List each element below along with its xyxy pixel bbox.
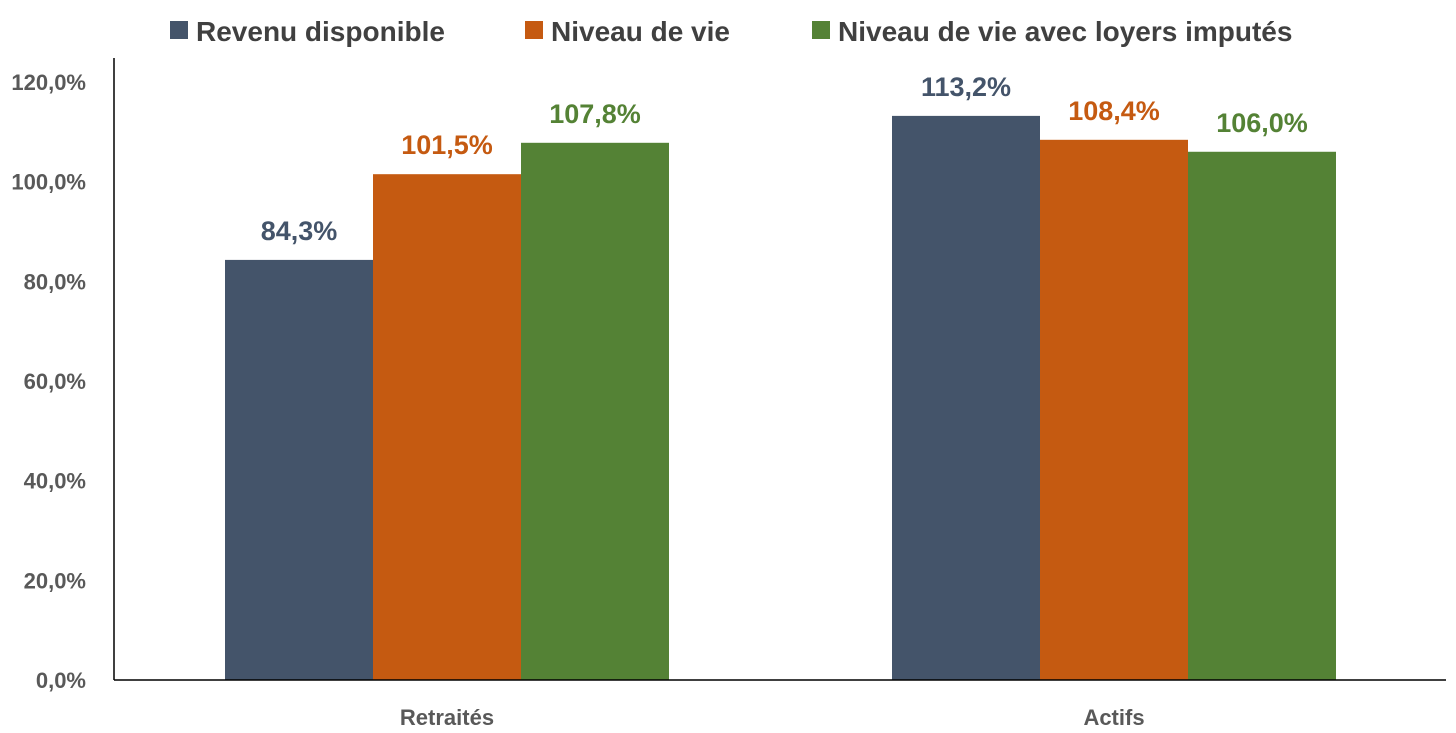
legend-swatch — [812, 21, 830, 39]
y-tick-label: 120,0% — [11, 70, 86, 95]
legend: Revenu disponible Niveau de vie Niveau de … — [170, 16, 1292, 47]
legend-label: Revenu disponible — [196, 16, 445, 47]
y-tick-label: 0,0% — [36, 668, 86, 693]
x-tick-label: Retraités — [400, 705, 494, 730]
bar — [892, 115, 1040, 681]
bar — [521, 142, 669, 681]
y-tick-label: 40,0% — [24, 469, 86, 494]
legend-swatch — [525, 21, 543, 39]
x-tick-label: Actifs — [1083, 705, 1144, 730]
y-tick-label: 100,0% — [11, 170, 86, 195]
data-label: 84,3% — [261, 216, 338, 246]
data-label: 106,0% — [1216, 108, 1308, 138]
legend-label: Niveau de vie avec loyers imputés — [838, 16, 1292, 47]
bar — [373, 174, 521, 681]
y-tick-label: 60,0% — [24, 369, 86, 394]
data-label: 101,5% — [401, 130, 493, 160]
data-label: 108,4% — [1068, 96, 1160, 126]
y-axis: 0,0% 20,0% 40,0% 60,0% 80,0% 100,0% 120,0% — [11, 58, 115, 693]
bar — [1040, 139, 1188, 681]
data-label: 107,8% — [549, 99, 641, 129]
bar — [1188, 151, 1336, 680]
bar — [225, 259, 373, 680]
y-tick-label: 20,0% — [24, 568, 86, 593]
bars — [225, 115, 1336, 681]
x-axis: Retraités Actifs — [114, 679, 1446, 730]
data-labels: 84,3% 113,2% 101,5% 108,4% 107,8% 106,0% — [261, 72, 1308, 246]
y-tick-label: 80,0% — [24, 269, 86, 294]
legend-label: Niveau de vie — [551, 16, 730, 47]
legend-swatch — [170, 21, 188, 39]
data-label: 113,2% — [921, 72, 1011, 102]
